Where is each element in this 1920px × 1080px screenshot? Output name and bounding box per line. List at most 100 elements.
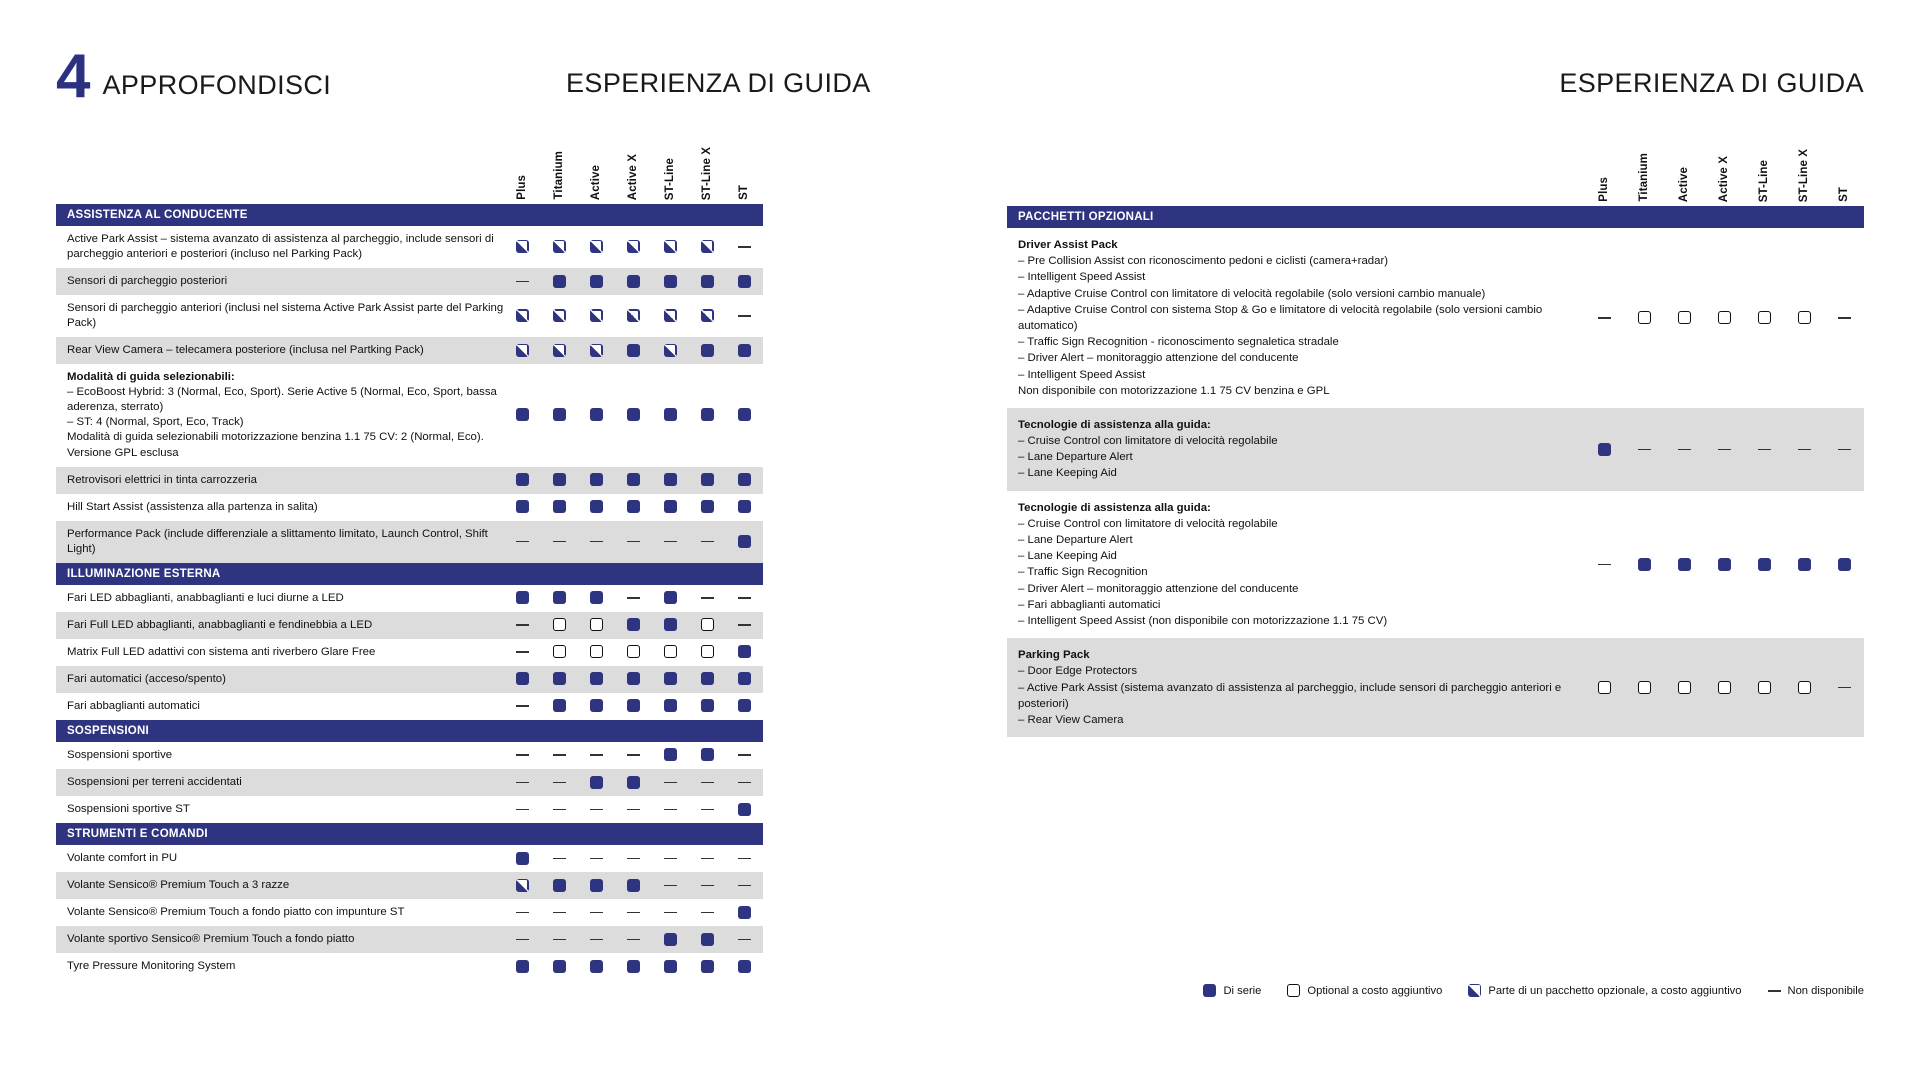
table-row: Active Park Assist – sistema avanzato di… [56,226,763,268]
package-marker [626,309,640,323]
availability-cell [725,872,763,900]
availability-cell [1704,638,1744,738]
feature-label: Volante comfort in PU [67,852,178,865]
table-row: Sospensioni sportive [56,742,763,769]
standard-marker [626,473,640,487]
not-available-marker [552,748,566,761]
availability-cell [1744,638,1784,738]
table-row: Sospensioni sportive ST [56,796,763,823]
availability-cell [615,585,652,612]
pack-line: – Cruise Control con limitatore di veloc… [1018,435,1278,448]
standard-marker [700,932,714,946]
standard-marker [663,932,677,946]
standard-marker [700,343,714,357]
not-available-marker [1797,443,1811,456]
section-header-row: ILLUMINAZIONE ESTERNA [56,562,763,585]
standard-marker [737,274,751,288]
feature-label: Performance Pack (include differenziale … [56,520,504,563]
availability-cell [688,520,726,563]
availability-cell [503,926,541,954]
optional-marker [1637,311,1651,325]
availability-cell [577,926,615,954]
availability-cell [1584,407,1624,491]
not-available-marker [1597,311,1611,324]
section-header-row: SOSPENSIONI [56,719,763,742]
availability-cell [689,742,726,769]
availability-cell [577,665,615,693]
table-row: Fari LED abbaglianti, anabbaglianti e lu… [56,585,763,612]
col-label: Titanium [1638,153,1650,202]
standard-marker [552,878,566,892]
optional-marker [1757,680,1771,694]
col-header-active-x-right: Active X [1704,130,1744,206]
standard-marker [626,959,640,973]
not-available-marker [515,645,529,658]
col-label: Active [1678,166,1690,202]
availability-cell [1784,638,1824,738]
feature-label: Modalità di guida selezionabili: – EcoBoo… [56,364,504,466]
availability-cell [615,899,652,926]
standard-marker [589,775,603,789]
legend-item: Optional a costo aggiuntivo [1287,984,1442,997]
availability-cell [504,494,541,521]
availability-cell [577,268,615,296]
availability-cell [726,295,763,337]
section-title: SOSPENSIONI [56,719,763,742]
availability-cell [578,899,615,926]
availability-cell [1704,491,1744,639]
feature-label: Retrovisori elettrici in tinta carrozzer… [56,466,504,494]
optional-marker [589,618,603,632]
chapter-header: 4 APPROFONDISCI [56,46,331,107]
section-header-row: ASSISTENZA AL CONDUCENTE [56,204,763,226]
availability-cell [652,845,689,872]
pack-line: – Cruise Control con limitatore di veloc… [1018,517,1278,530]
not-available-marker [737,618,751,631]
not-available-marker [737,591,751,604]
standard-marker [737,905,751,919]
section-header-row-right: PACCHETTI OPZIONALI [1007,206,1864,228]
standard-marker [700,274,714,288]
availability-cell [541,226,578,268]
pack-line: – Active Park Assist (sistema avanzato d… [1018,681,1562,710]
pack-line: – Traffic Sign Recognition [1018,566,1148,579]
not-available-marker [1837,311,1851,324]
feature-label-title: Modalità di guida selezionabili: [67,371,235,384]
right-packs-panel: Plus Titanium Active Active X ST-Line ST… [1007,130,1864,738]
pack-title: Parking Pack [1018,649,1090,662]
col-header-active-right: Active [1664,130,1704,206]
standard-marker [737,699,751,713]
standard-marker [589,699,603,713]
standard-marker [700,672,714,686]
standard-marker [700,699,714,713]
standard-marker [663,748,677,762]
standard-marker [1757,557,1771,571]
not-available-marker [737,240,751,253]
availability-cell [651,268,689,296]
pack-line: – Lane Keeping Aid [1018,550,1117,563]
availability-cell [1584,638,1624,738]
not-available-marker [1837,681,1851,694]
standard-marker [663,618,677,632]
table-row: Sensori di parcheggio posteriori [56,268,763,296]
standard-marker [700,500,714,514]
feature-label: Volante sportivo Sensico® Premium Touch … [56,926,504,954]
availability-cell [726,364,763,466]
standard-marker [515,851,529,865]
not-available-marker [626,535,640,548]
optional-marker [1597,680,1611,694]
standard-marker [1717,557,1731,571]
not-available-marker [626,933,640,946]
availability-cell [540,872,578,900]
pack-row: Tecnologie di assistenza alla guida: – Cr… [1007,491,1864,639]
availability-cell [614,769,652,797]
section-title: PACCHETTI OPZIONALI [1007,206,1864,228]
feature-label: Fari abbaglianti automatici [67,699,200,712]
not-available-marker [737,748,751,761]
pack-line: – Pre Collision Assist con riconosciment… [1018,255,1389,268]
availability-cell [652,585,689,612]
not-available-marker [552,933,566,946]
availability-cell [725,520,763,563]
section-header-row: STRUMENTI E COMANDI [56,823,763,846]
standard-marker [552,408,566,422]
legend-item: Di serie [1203,984,1261,997]
